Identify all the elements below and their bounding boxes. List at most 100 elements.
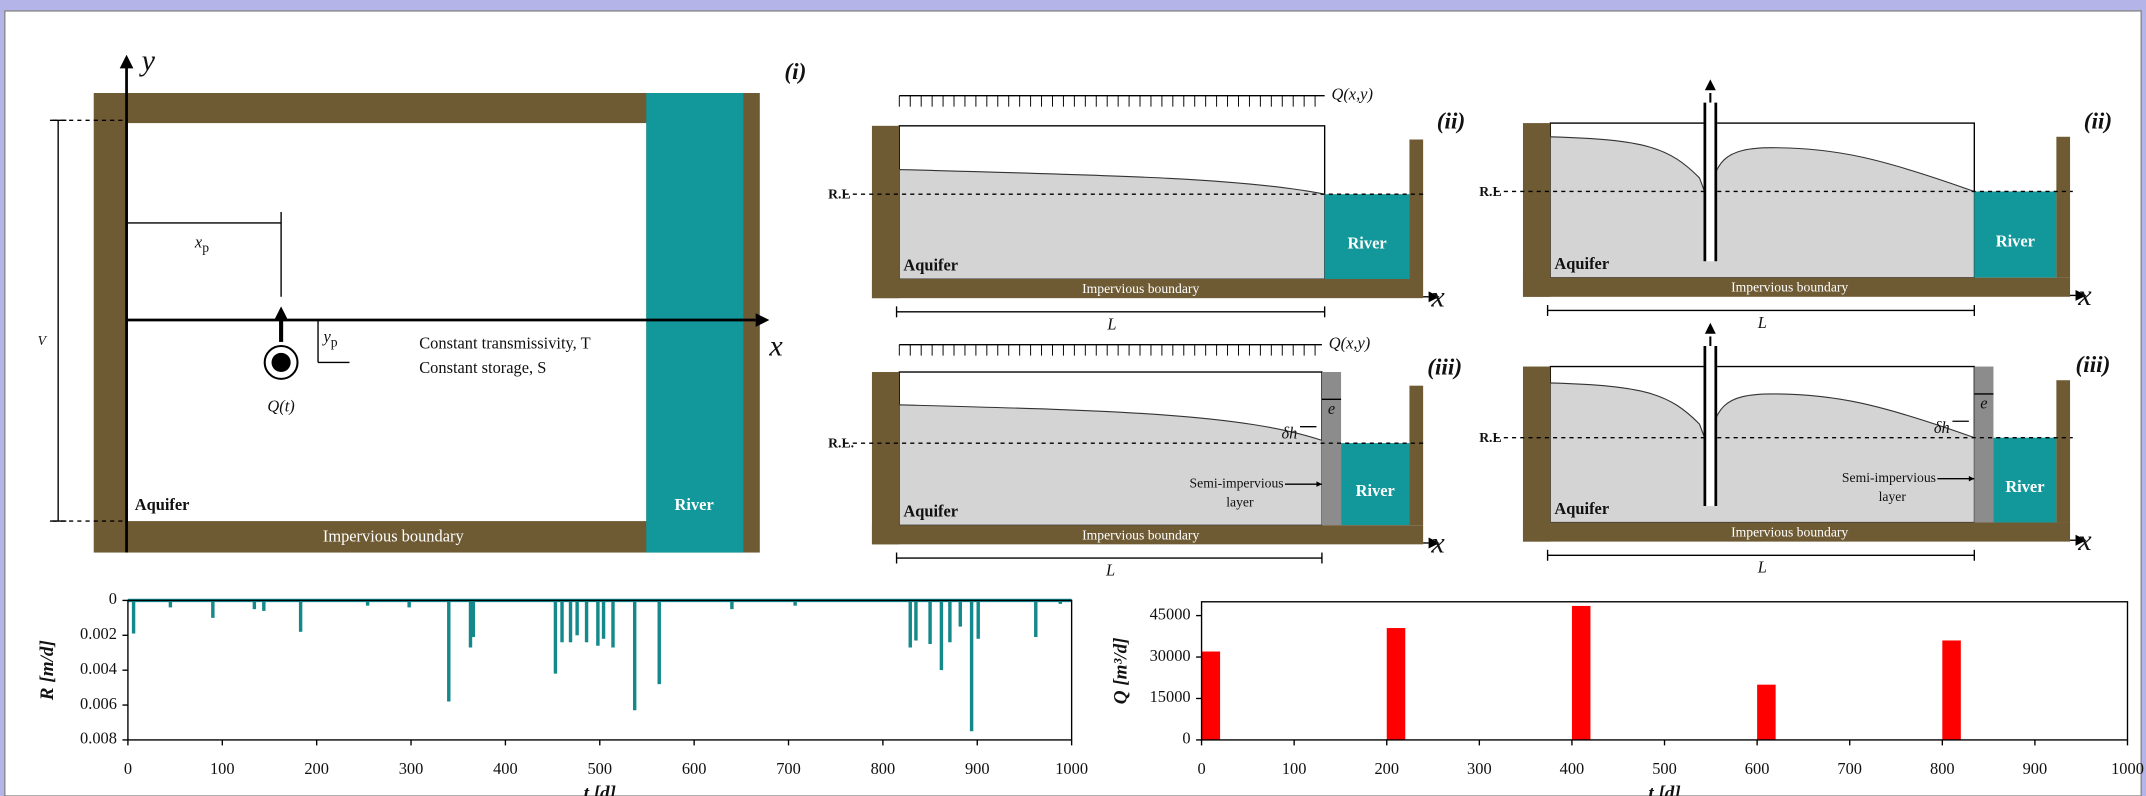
- rl-label: R.L.: [828, 436, 854, 451]
- right-wall: [2056, 137, 2070, 278]
- axis-label: x: [768, 329, 783, 363]
- y-axis-label: Q [m³/d]: [1111, 637, 1132, 704]
- y-tick-label: 45000: [1150, 604, 1191, 623]
- pump-label: Q(t): [267, 396, 294, 415]
- aquifer-label: Aquifer: [903, 502, 958, 521]
- y-tick-label: 0: [1182, 729, 1190, 748]
- left-wall: [1523, 367, 1550, 542]
- river-label: River: [1996, 232, 2035, 251]
- figure: Impervious boundaryAquiferRiveryx(i)Vxpy…: [0, 0, 2146, 796]
- left-wall: [872, 126, 899, 298]
- y-tick-label: 0.004: [80, 659, 117, 678]
- rl-label: R.L: [1479, 430, 1501, 445]
- panel-label: (iii): [2076, 352, 2111, 378]
- right-wall: [1409, 386, 1423, 526]
- river: [646, 93, 743, 553]
- x-axis-label: t [d]: [1648, 783, 1680, 796]
- axis-label: x: [1430, 279, 1445, 313]
- panel-label: (i): [784, 59, 806, 85]
- river-label: River: [675, 495, 714, 514]
- river-label: River: [1356, 481, 1395, 500]
- aquifer-area: [128, 123, 646, 521]
- bar: [1942, 640, 1961, 739]
- axis-label: x: [1430, 526, 1445, 560]
- semi-impervious-layer: [1322, 372, 1341, 525]
- dimension-label: L: [1757, 313, 1767, 332]
- y-tick-label: 30000: [1150, 646, 1191, 665]
- x-tick-label: 900: [965, 759, 990, 778]
- y-axis-label: R [m/d]: [37, 640, 58, 701]
- layer-label: Semi-impervious: [1190, 475, 1284, 490]
- thickness-label: e: [1328, 399, 1335, 418]
- layer-label: layer: [1226, 494, 1254, 509]
- bar: [1757, 685, 1776, 740]
- thickness-label: e: [1980, 394, 1987, 413]
- x-tick-label: 200: [304, 759, 329, 778]
- right-wall: [2056, 380, 2070, 522]
- semi-impervious-layer: [1974, 367, 1993, 523]
- axis-label: y: [139, 43, 156, 77]
- panel-label: (ii): [2084, 108, 2112, 134]
- x-tick-label: 800: [871, 759, 896, 778]
- head-loss-label: δh: [1281, 424, 1297, 443]
- dimension-label: L: [1757, 558, 1767, 577]
- x-tick-label: 300: [1467, 759, 1492, 778]
- x-tick-label: 900: [2023, 759, 2048, 778]
- head-loss-label: δh: [1934, 418, 1950, 437]
- x-tick-label: 1000: [2111, 759, 2144, 778]
- x-tick-label: 0: [1197, 759, 1205, 778]
- bar: [1572, 606, 1591, 740]
- recharge-label: Q(x,y): [1329, 333, 1370, 352]
- y-tick-label: 15000: [1150, 687, 1191, 706]
- well-core: [272, 353, 291, 372]
- x-tick-label: 200: [1374, 759, 1399, 778]
- property-label: Constant transmissivity, T: [419, 333, 590, 352]
- y-tick-label: 0.008: [80, 729, 117, 748]
- right-wall: [1409, 140, 1423, 280]
- x-tick-label: 300: [399, 759, 424, 778]
- yp-label-sub: p: [331, 334, 338, 349]
- x-tick-label: 0: [124, 759, 132, 778]
- x-tick-label: 700: [776, 759, 801, 778]
- xp-label-sub: p: [202, 240, 209, 255]
- x-axis-label: t [d]: [584, 783, 616, 796]
- aquifer-label: Aquifer: [903, 255, 958, 274]
- x-tick-label: 100: [1282, 759, 1307, 778]
- boundary-label: Impervious boundary: [1082, 281, 1199, 296]
- aquifer-label: Aquifer: [1554, 499, 1609, 518]
- boundary-label: Impervious boundary: [1731, 525, 1848, 540]
- panel-label: (ii): [1437, 108, 1465, 134]
- x-tick-label: 100: [210, 759, 235, 778]
- axis-label: x: [2077, 523, 2092, 557]
- x-tick-label: 500: [587, 759, 612, 778]
- river-label: River: [1347, 234, 1386, 253]
- left-wall: [872, 372, 899, 544]
- boundary-label: Impervious boundary: [1731, 280, 1848, 295]
- dimension-label: L: [1106, 314, 1116, 333]
- boundary-label: Impervious boundary: [323, 526, 465, 545]
- bar: [1387, 628, 1406, 740]
- recharge-label: Q(x,y): [1331, 85, 1372, 104]
- x-tick-label: 500: [1652, 759, 1677, 778]
- x-tick-label: 400: [1560, 759, 1585, 778]
- rl-label: R.L: [1479, 184, 1501, 199]
- y-tick-label: 0: [109, 589, 117, 608]
- layer-label: Semi-impervious: [1842, 470, 1936, 485]
- water-table: [899, 170, 1324, 279]
- dimension-label: L: [1105, 560, 1115, 579]
- x-tick-label: 700: [1837, 759, 1862, 778]
- x-tick-label: 400: [493, 759, 518, 778]
- left-wall: [1523, 123, 1550, 297]
- y-tick-label: 0.006: [80, 694, 117, 713]
- x-tick-label: 800: [1930, 759, 1955, 778]
- boundary-label: Impervious boundary: [1082, 527, 1199, 542]
- panel-label: (iii): [1427, 355, 1462, 381]
- x-tick-label: 600: [682, 759, 707, 778]
- axis-label: x: [2077, 278, 2092, 312]
- aquifer-label: Aquifer: [1554, 254, 1609, 273]
- property-label: Constant storage, S: [419, 358, 546, 377]
- river-label: River: [2005, 477, 2044, 496]
- rl-label: R.L: [828, 187, 850, 202]
- x-tick-label: 1000: [1055, 759, 1088, 778]
- layer-label: layer: [1879, 489, 1907, 504]
